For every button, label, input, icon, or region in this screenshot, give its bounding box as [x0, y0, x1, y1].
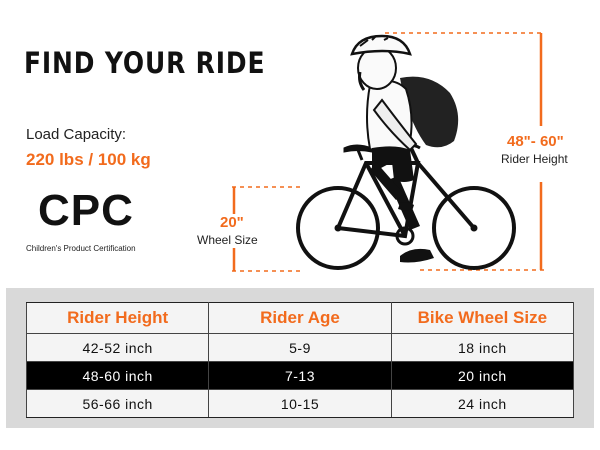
cell-rider-age: 7-13 [208, 361, 392, 390]
cell-rider-age: 5-9 [208, 333, 392, 362]
table-row: 56-66 inch 10-15 24 inch [25, 389, 575, 418]
rider [350, 34, 459, 263]
table-row-highlighted: 48-60 inch 7-13 20 inch [25, 361, 575, 390]
rider-height-measure [385, 32, 545, 271]
header-rider-height: Rider Height [25, 302, 210, 334]
bicycle [296, 143, 516, 270]
cell-wheel-size: 24 inch [390, 389, 575, 418]
cell-rider-height: 42-52 inch [25, 333, 210, 362]
rider-illustration [232, 32, 545, 272]
wheel-size-label: Wheel Size [197, 233, 258, 247]
cell-rider-height: 48-60 inch [25, 361, 210, 390]
cell-wheel-size: 20 inch [390, 361, 575, 390]
table-row: 42-52 inch 5-9 18 inch [25, 333, 575, 362]
rear-wheel [296, 186, 380, 270]
load-capacity-label: Load Capacity: [26, 126, 127, 143]
headline: FIND YOUR RIDE [24, 46, 266, 80]
size-chart-header-row: Rider Height Rider Age Bike Wheel Size [25, 302, 575, 334]
cell-rider-height: 56-66 inch [25, 389, 210, 418]
front-wheel [432, 186, 516, 270]
wheel-size-value: 20" [220, 214, 244, 231]
cpc-caption: Children's Product Certification [26, 244, 136, 253]
load-capacity-value: 220 lbs / 100 kg [26, 150, 151, 169]
cell-rider-age: 10-15 [208, 389, 392, 418]
cell-wheel-size: 18 inch [390, 333, 575, 362]
size-chart-table: Rider Height Rider Age Bike Wheel Size 4… [25, 302, 575, 418]
rider-height-label: Rider Height [501, 152, 568, 166]
size-chart-panel: Rider Height Rider Age Bike Wheel Size 4… [6, 288, 594, 428]
rider-height-value: 48"- 60" [507, 133, 564, 150]
wheel-size-measure [232, 186, 300, 272]
header-rider-age: Rider Age [208, 302, 392, 334]
cpc-logo: CPC [38, 186, 134, 235]
header-wheel-size: Bike Wheel Size [390, 302, 575, 334]
